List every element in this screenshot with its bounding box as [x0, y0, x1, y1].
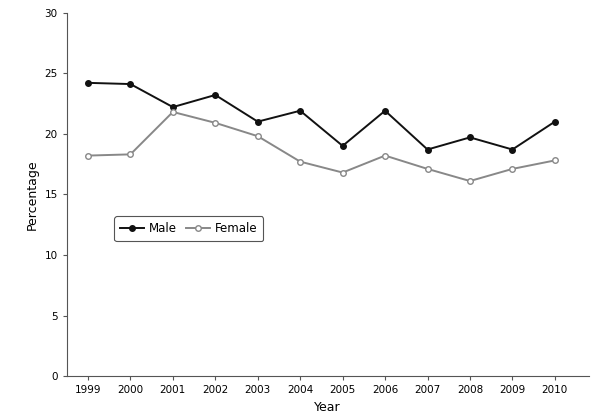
Female	[509, 166, 516, 171]
Male	[127, 82, 134, 87]
Female	[551, 158, 558, 163]
X-axis label: Year: Year	[314, 401, 341, 414]
Y-axis label: Percentage: Percentage	[26, 159, 39, 229]
Female	[297, 159, 304, 164]
Line: Female: Female	[85, 109, 558, 184]
Line: Male: Male	[85, 80, 558, 152]
Female	[84, 153, 92, 158]
Female	[212, 120, 219, 125]
Male	[212, 92, 219, 97]
Male	[509, 147, 516, 152]
Female	[424, 166, 431, 171]
Female	[169, 110, 177, 115]
Female	[127, 152, 134, 157]
Female	[254, 134, 262, 139]
Male	[339, 143, 346, 148]
Male	[169, 104, 177, 110]
Female	[381, 153, 388, 158]
Male	[84, 80, 92, 85]
Male	[297, 108, 304, 113]
Male	[381, 108, 388, 113]
Legend: Male, Female: Male, Female	[115, 217, 263, 241]
Female	[339, 170, 346, 175]
Female	[466, 178, 473, 184]
Male	[424, 147, 431, 152]
Male	[466, 135, 473, 140]
Male	[551, 119, 558, 124]
Male	[254, 119, 262, 124]
